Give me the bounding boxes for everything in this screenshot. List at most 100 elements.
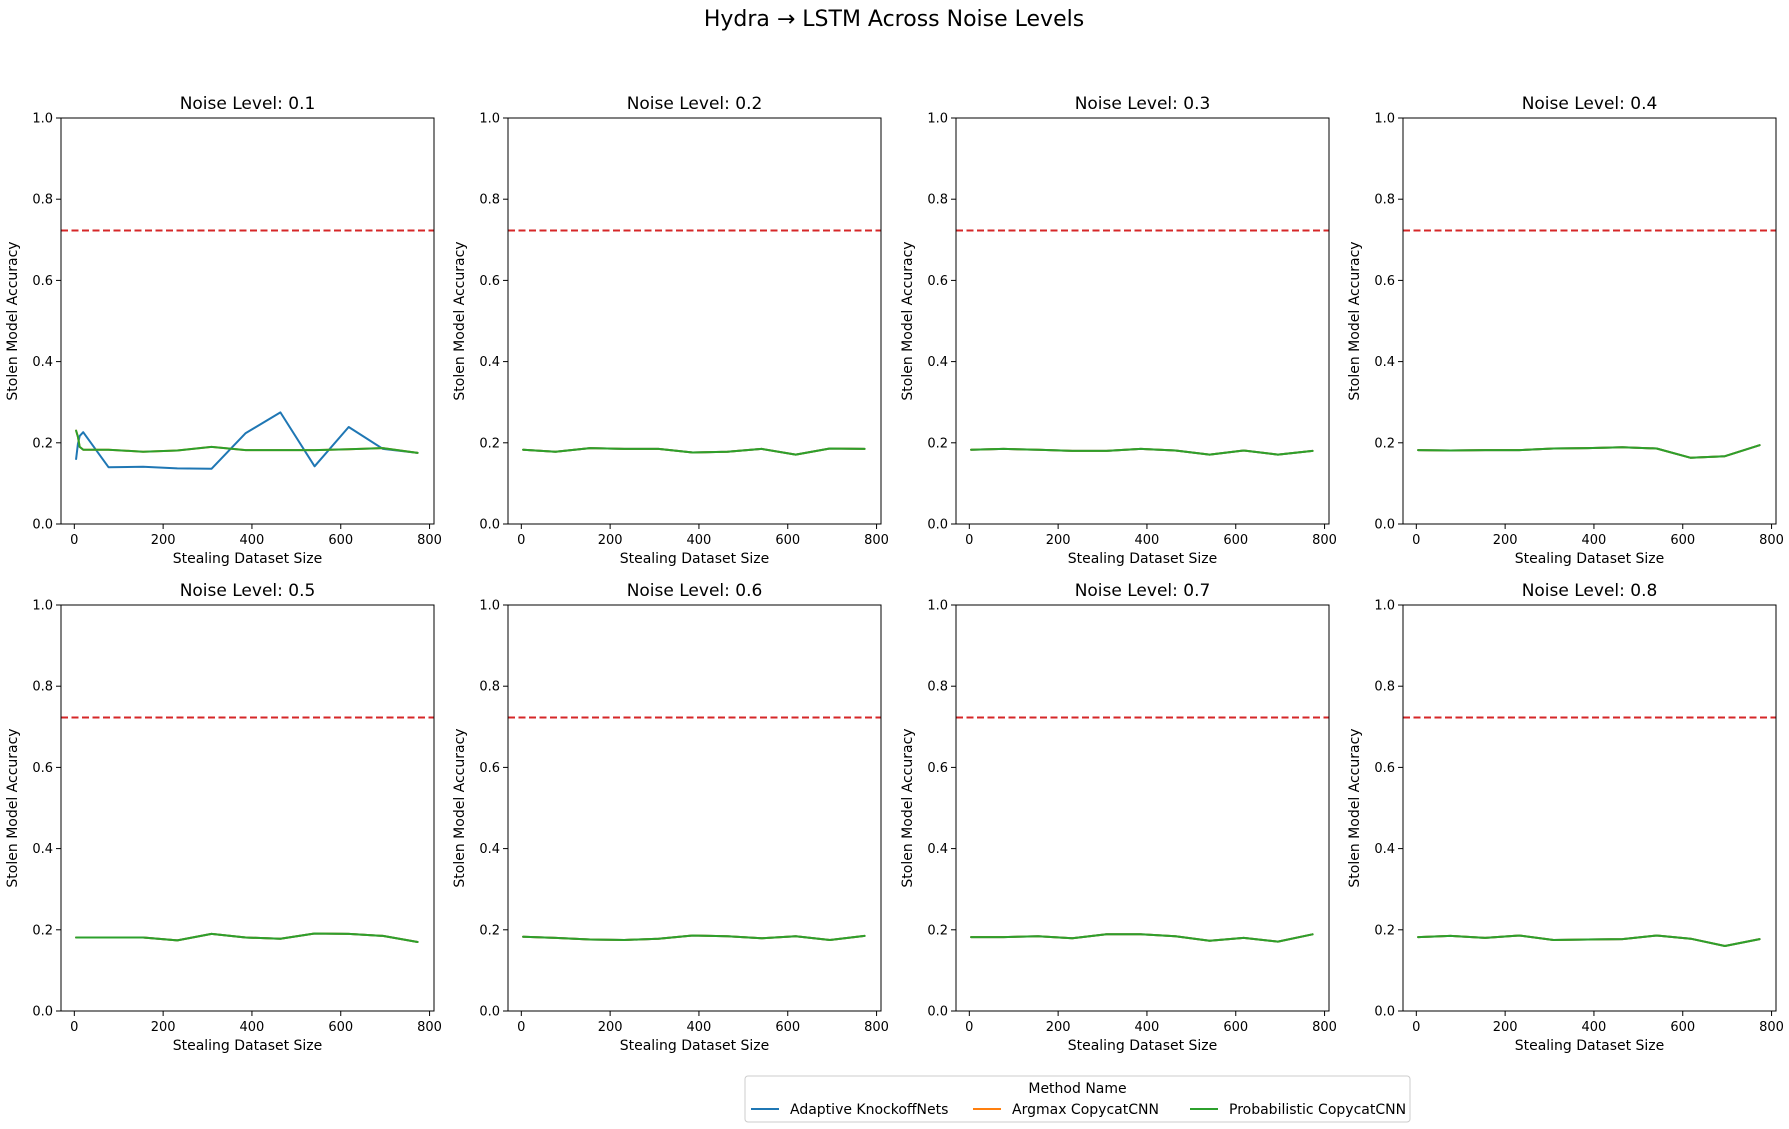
y-tick-label: 0.6 (32, 274, 53, 289)
series-line-adaptive-knockoffnets (75, 411, 419, 470)
plot-frame (507, 604, 882, 1012)
x-tick-label: 400 (687, 533, 712, 548)
plot-frame (507, 117, 882, 525)
subplot-grid: Noise Level: 0.1 0 200 400 600 800 0.0 0.2 0.4 0.… (5, 94, 1784, 1054)
legend-label: Argmax CopycatCNN (1012, 1102, 1159, 1118)
y-tick-label: 1.0 (927, 112, 948, 127)
x-tick-label: 0 (517, 1020, 525, 1035)
subplot-title: Noise Level: 0.1 (180, 94, 316, 114)
y-axis-label: Stolen Model Accuracy (5, 728, 21, 887)
plot-frame (1402, 604, 1777, 1012)
subplot-title: Noise Level: 0.6 (627, 581, 763, 601)
x-axis-label: Stealing Dataset Size (1068, 551, 1218, 567)
plot-frame (955, 604, 1330, 1012)
subplot-5: Noise Level: 0.5 0 200 400 600 800 0.0 0.2 0.4 0.… (5, 581, 442, 1054)
y-tick-label: 1.0 (479, 599, 500, 614)
y-tick-label: 0.0 (927, 1005, 948, 1020)
y-tick-label: 0.2 (1374, 436, 1395, 451)
plot-frame (1402, 117, 1777, 525)
y-tick-label: 0.6 (479, 761, 500, 776)
x-tick-label: 0 (965, 533, 973, 548)
x-tick-label: 800 (417, 1020, 442, 1035)
y-tick-label: 0.8 (32, 193, 53, 208)
x-tick-label: 200 (598, 533, 623, 548)
subplot-4: Noise Level: 0.4 0 200 400 600 800 0.0 0.2 0.4 0.… (1347, 94, 1784, 567)
subplot-title: Noise Level: 0.8 (1522, 581, 1658, 601)
subplot-title: Noise Level: 0.4 (1522, 94, 1658, 114)
y-tick-label: 0.0 (479, 1005, 500, 1020)
x-tick-label: 0 (517, 533, 525, 548)
y-tick-label: 0.8 (479, 193, 500, 208)
x-tick-label: 400 (240, 533, 265, 548)
x-tick-label: 800 (864, 1020, 889, 1035)
x-tick-label: 600 (1223, 1020, 1248, 1035)
legend-label: Probabilistic CopycatCNN (1229, 1102, 1406, 1118)
series-line-probabilistic-copycatcnn (970, 933, 1314, 943)
x-tick-label: 400 (240, 1020, 265, 1035)
x-axis-label: Stealing Dataset Size (620, 1038, 770, 1054)
y-tick-label: 0.0 (1374, 1005, 1395, 1020)
y-tick-label: 0.4 (32, 355, 53, 370)
series-line-probabilistic-copycatcnn (75, 429, 419, 454)
x-tick-label: 200 (1046, 533, 1071, 548)
y-tick-label: 1.0 (1374, 599, 1395, 614)
x-tick-label: 800 (1759, 533, 1784, 548)
x-tick-label: 800 (1312, 533, 1337, 548)
x-axis-label: Stealing Dataset Size (620, 551, 770, 567)
subplot-8: Noise Level: 0.8 0 200 400 600 800 0.0 0.2 0.4 0.… (1347, 581, 1784, 1054)
y-tick-label: 0.4 (32, 842, 53, 857)
x-tick-label: 800 (1312, 1020, 1337, 1035)
y-tick-label: 0.4 (927, 842, 948, 857)
subplot-6: Noise Level: 0.6 0 200 400 600 800 0.0 0.2 0.4 0.… (452, 581, 889, 1054)
y-tick-label: 0.2 (927, 436, 948, 451)
legend-label: Adaptive KnockoffNets (790, 1102, 948, 1118)
x-axis-label: Stealing Dataset Size (173, 551, 323, 567)
x-tick-label: 600 (775, 1020, 800, 1035)
y-tick-label: 0.6 (927, 274, 948, 289)
y-tick-label: 1.0 (32, 112, 53, 127)
y-tick-label: 1.0 (1374, 112, 1395, 127)
y-tick-label: 0.6 (1374, 274, 1395, 289)
x-tick-label: 200 (1493, 1020, 1518, 1035)
x-tick-label: 600 (1670, 533, 1695, 548)
series-line-probabilistic-copycatcnn (75, 932, 419, 943)
x-axis-label: Stealing Dataset Size (1068, 1038, 1218, 1054)
y-tick-label: 0.6 (927, 761, 948, 776)
y-tick-label: 1.0 (927, 599, 948, 614)
y-tick-label: 0.2 (32, 436, 53, 451)
plot-frame (60, 604, 435, 1012)
x-axis-label: Stealing Dataset Size (173, 1038, 323, 1054)
y-axis-label: Stolen Model Accuracy (5, 241, 21, 400)
y-tick-label: 0.8 (479, 680, 500, 695)
x-tick-label: 0 (1412, 533, 1420, 548)
y-tick-label: 0.4 (1374, 355, 1395, 370)
subplot-1: Noise Level: 0.1 0 200 400 600 800 0.0 0.2 0.4 0.… (5, 94, 442, 567)
legend: Method Name Adaptive KnockoffNets Argmax C… (744, 1075, 1411, 1123)
y-axis-label: Stolen Model Accuracy (900, 241, 916, 400)
y-tick-label: 0.2 (927, 923, 948, 938)
x-tick-label: 200 (151, 1020, 176, 1035)
y-tick-label: 1.0 (479, 112, 500, 127)
x-tick-label: 800 (417, 533, 442, 548)
series-line-probabilistic-copycatcnn (1417, 444, 1761, 459)
y-tick-label: 0.0 (32, 1005, 53, 1020)
x-tick-label: 800 (1759, 1020, 1784, 1035)
y-tick-label: 0.2 (32, 923, 53, 938)
y-axis-label: Stolen Model Accuracy (1347, 728, 1363, 887)
x-tick-label: 200 (151, 533, 176, 548)
legend-title: Method Name (1028, 1081, 1126, 1097)
subplot-title: Noise Level: 0.5 (180, 581, 316, 601)
x-tick-label: 0 (965, 1020, 973, 1035)
x-tick-label: 600 (328, 533, 353, 548)
y-tick-label: 0.8 (32, 680, 53, 695)
series-line-probabilistic-copycatcnn (970, 447, 1314, 456)
y-tick-label: 0.2 (479, 923, 500, 938)
y-tick-label: 0.4 (927, 355, 948, 370)
y-tick-label: 0.2 (479, 436, 500, 451)
y-tick-label: 0.0 (927, 518, 948, 533)
x-tick-label: 200 (598, 1020, 623, 1035)
figure-title: Hydra → LSTM Across Noise Levels (704, 7, 1084, 32)
y-tick-label: 1.0 (32, 599, 53, 614)
y-axis-label: Stolen Model Accuracy (452, 728, 468, 887)
y-tick-label: 0.4 (479, 842, 500, 857)
